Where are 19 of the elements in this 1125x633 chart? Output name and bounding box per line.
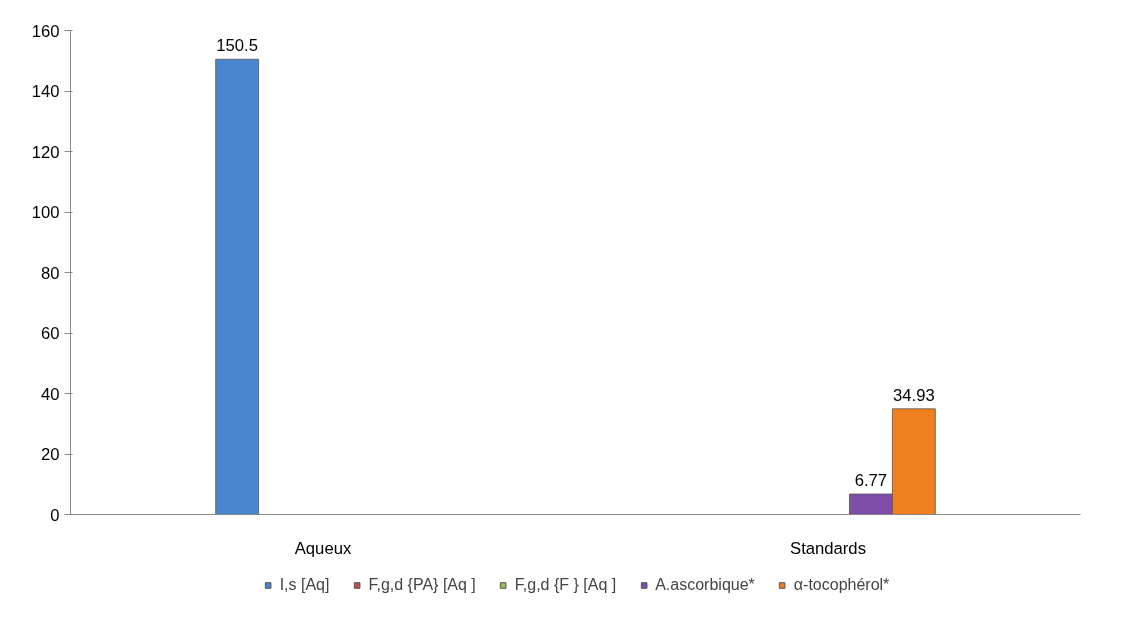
y-tick-label: 60 bbox=[40, 324, 60, 343]
legend-label: A.ascorbique* bbox=[655, 576, 755, 594]
x-tick-label: Aqueux bbox=[294, 538, 352, 558]
legend-label: F,g,d {PA} [Aq ] bbox=[368, 576, 476, 594]
y-tick-label: 140 bbox=[31, 82, 60, 101]
y-tick-label: 20 bbox=[40, 445, 60, 464]
y-tick-label: 40 bbox=[40, 384, 60, 404]
data-label: 6.77 bbox=[854, 471, 888, 491]
x-tick-label: Standards bbox=[790, 538, 866, 558]
y-tick-label: 0 bbox=[50, 505, 60, 525]
legend-label: α-tocophérol* bbox=[793, 576, 890, 594]
y-tick-label: 120 bbox=[31, 142, 60, 162]
data-label: 34.93 bbox=[893, 385, 935, 405]
legend-label: I,s [Aq] bbox=[279, 576, 330, 594]
data-label: 150.5 bbox=[216, 36, 258, 56]
legend-label: F,g,d {F } [Aq ] bbox=[514, 576, 617, 594]
y-tick-label: 80 bbox=[40, 263, 60, 283]
y-tick-label: 160 bbox=[31, 21, 60, 41]
y-tick-label: 100 bbox=[31, 203, 60, 222]
